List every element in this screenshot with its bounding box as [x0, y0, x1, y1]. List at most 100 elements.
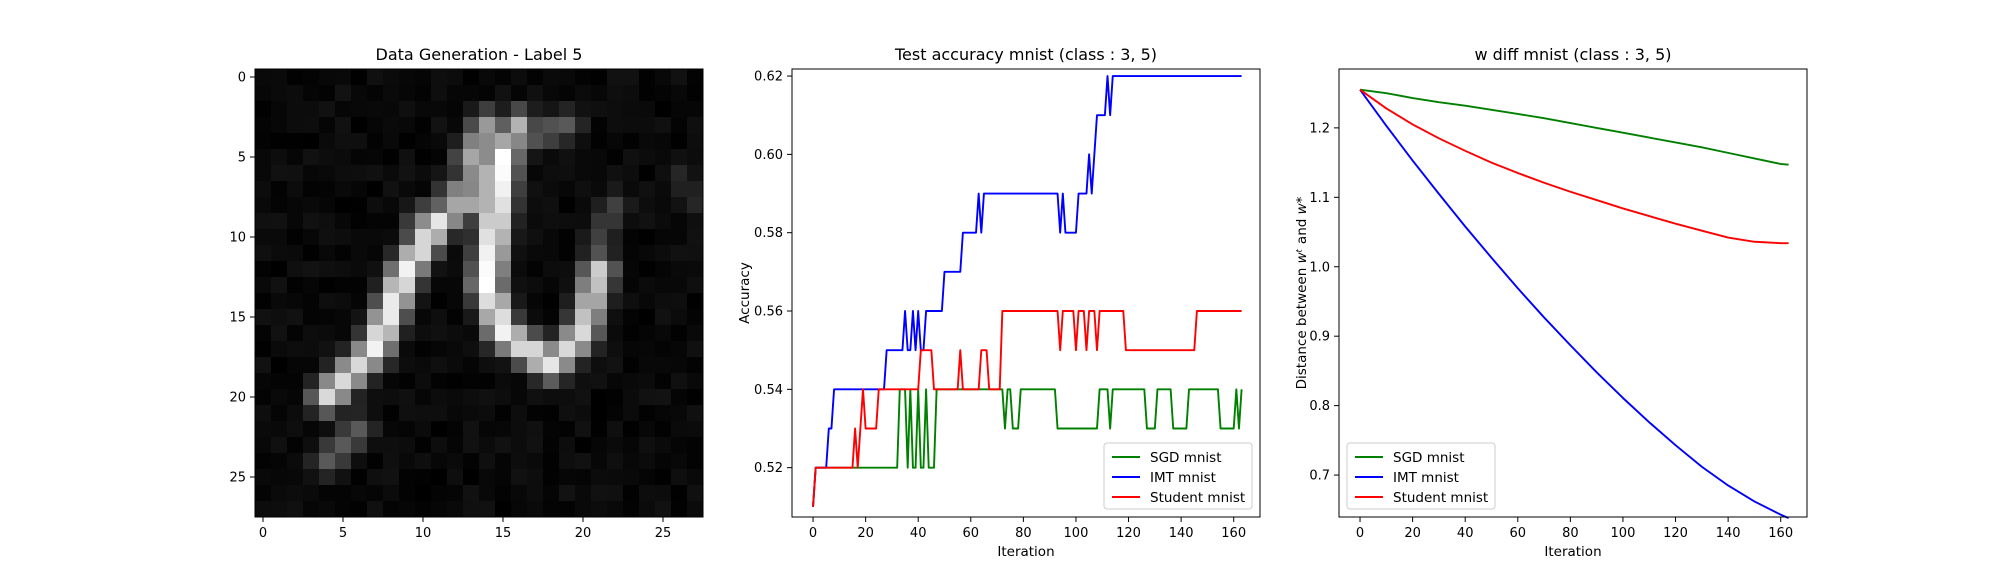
image-pixel — [527, 325, 544, 342]
image-pixel — [671, 405, 688, 422]
image-pixel — [671, 261, 688, 278]
image-pixel — [399, 85, 416, 102]
image-pixel — [287, 405, 304, 422]
image-pixel — [575, 357, 592, 374]
accuracy-panel-title: Test accuracy mnist (class : 3, 5) — [894, 45, 1157, 64]
image-pixel — [559, 293, 576, 310]
image-pixel — [623, 245, 640, 262]
image-pixel — [559, 69, 576, 86]
image-pixel — [287, 213, 304, 230]
accuracy-y-tick-label: 0.58 — [754, 226, 783, 241]
image-pixel — [511, 277, 528, 294]
image-pixel — [591, 229, 608, 246]
image-pixel — [463, 213, 480, 230]
image-pixel — [495, 245, 512, 262]
image-pixel — [383, 437, 400, 454]
image-pixel — [575, 421, 592, 438]
image-pixel — [255, 421, 272, 438]
image-pixel — [511, 421, 528, 438]
image-pixel — [495, 197, 512, 214]
image-pixel — [495, 373, 512, 390]
image-pixel — [559, 277, 576, 294]
image-pixel — [447, 69, 464, 86]
image-pixel — [559, 437, 576, 454]
image-pixel — [271, 245, 288, 262]
image-pixel — [687, 373, 704, 390]
image-pixel — [511, 85, 528, 102]
image-pixel — [607, 277, 624, 294]
image-pixel — [591, 309, 608, 326]
image-pixel — [303, 485, 320, 502]
image-pixel — [367, 69, 384, 86]
image-pixel — [335, 501, 352, 518]
image-pixel — [623, 309, 640, 326]
image-panel: Data Generation - Label 5 0 5 10 15 20 25 0 5 10… — [229, 45, 704, 541]
image-pixel — [351, 437, 368, 454]
image-pixel — [431, 133, 448, 150]
image-pixel — [543, 213, 560, 230]
image-pixel — [399, 133, 416, 150]
image-pixel — [271, 197, 288, 214]
image-pixel — [335, 117, 352, 134]
image-pixel — [255, 293, 272, 310]
image-pixel — [415, 69, 432, 86]
image-pixel — [575, 373, 592, 390]
image-pixel — [543, 101, 560, 118]
image-pixel — [335, 453, 352, 470]
image-pixel — [655, 261, 672, 278]
image-pixel — [303, 181, 320, 198]
image-pixel — [639, 245, 656, 262]
image-pixel — [431, 261, 448, 278]
image-pixel — [527, 373, 544, 390]
image-pixel — [671, 389, 688, 406]
image-pixel — [591, 165, 608, 182]
image-pixel — [527, 341, 544, 358]
image-pixel — [511, 229, 528, 246]
image-pixel — [655, 325, 672, 342]
image-pixel — [303, 245, 320, 262]
image-pixel — [527, 245, 544, 262]
image-pixel — [255, 437, 272, 454]
accuracy-x-tick-label: 80 — [1015, 526, 1032, 541]
image-pixel — [367, 101, 384, 118]
image-pixel — [383, 245, 400, 262]
image-pixel — [431, 357, 448, 374]
image-pixel — [559, 341, 576, 358]
image-pixel — [399, 389, 416, 406]
image-pixel — [335, 421, 352, 438]
image-pixel — [527, 469, 544, 486]
image-pixel — [415, 325, 432, 342]
image-pixel — [271, 181, 288, 198]
image-pixel — [287, 357, 304, 374]
wdiff-x-axis-label: Iteration — [1544, 544, 1601, 560]
image-pixel — [639, 213, 656, 230]
image-pixel — [575, 293, 592, 310]
image-pixel — [655, 453, 672, 470]
image-pixel — [303, 261, 320, 278]
accuracy-y-tick-label: 0.52 — [754, 461, 783, 476]
image-pixel — [463, 357, 480, 374]
image-pixel — [671, 197, 688, 214]
image-pixel — [575, 229, 592, 246]
image-pixel — [623, 325, 640, 342]
image-pixel — [319, 133, 336, 150]
image-pixel — [415, 485, 432, 502]
image-pixel — [527, 85, 544, 102]
image-pixel — [271, 373, 288, 390]
accuracy-x-tick-label: 160 — [1221, 526, 1246, 541]
image-pixel — [431, 229, 448, 246]
accuracy-x-tick-label: 60 — [963, 526, 980, 541]
image-pixel — [447, 485, 464, 502]
image-pixel — [367, 341, 384, 358]
image-pixel — [415, 357, 432, 374]
image-pixel — [367, 357, 384, 374]
image-pixel — [575, 469, 592, 486]
image-pixel — [479, 149, 496, 166]
image-pixel — [287, 85, 304, 102]
image-pixel — [415, 101, 432, 118]
image-pixel — [655, 197, 672, 214]
image-pixel — [543, 133, 560, 150]
image-pixel — [303, 405, 320, 422]
image-pixel — [655, 181, 672, 198]
